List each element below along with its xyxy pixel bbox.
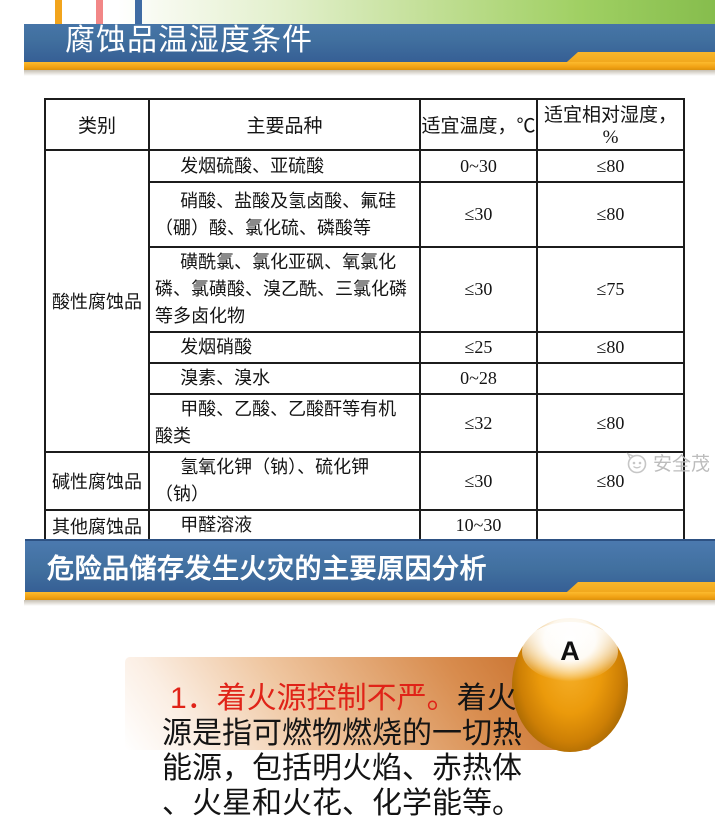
fire-cause-paragraph: 1．着火源控制不严。着火源是指可燃物燃烧的一切热能源，包括明火焰、赤热体、火星和… bbox=[162, 681, 540, 821]
humidity-cell: ≤80 bbox=[536, 331, 685, 364]
col-header-humidity: 适宜相对湿度，% bbox=[536, 98, 685, 151]
temp-cell: 0~28 bbox=[419, 362, 538, 395]
watermark: 安全茂 bbox=[625, 449, 710, 476]
table-row: 磺酰氯、氯化亚砜、氧氯化磷、氯磺酸、溴乙酰、三氯化磷等多卤化物 ≤30 ≤75 bbox=[45, 246, 685, 333]
col-header-category: 类别 bbox=[44, 98, 150, 151]
humidity-cell: ≤80 bbox=[536, 393, 685, 453]
table-row: 其他腐蚀品 甲醛溶液 10~30 bbox=[44, 509, 685, 542]
temp-cell: ≤32 bbox=[419, 393, 538, 453]
temp-cell: 10~30 bbox=[419, 509, 538, 542]
temp-cell: ≤30 bbox=[419, 451, 538, 511]
mascot-face-icon bbox=[626, 452, 647, 473]
header-shadow bbox=[24, 70, 715, 76]
section1-title: 腐蚀品温湿度条件 bbox=[65, 23, 313, 57]
humidity-cell: ≤80 bbox=[536, 149, 685, 183]
category-cell-alkaline: 碱性腐蚀品 bbox=[44, 451, 150, 511]
table-row: 碱性腐蚀品 氢氧化钾（钠）、硫化钾（钠） ≤30 ≤80 bbox=[44, 451, 685, 511]
table-row: 溴素、溴水 0~28 bbox=[45, 362, 685, 395]
section2-header-bar: 危险品储存发生火灾的主要原因分析 bbox=[25, 539, 715, 592]
watermark-label: 安全茂 bbox=[652, 454, 710, 475]
temp-cell: ≤30 bbox=[419, 246, 538, 333]
table-header-row: 类别 主要品种 适宜温度，℃ 适宜相对湿度，% bbox=[44, 98, 685, 151]
col-header-species: 主要品种 bbox=[148, 98, 421, 151]
header-underline-stripe bbox=[25, 592, 715, 600]
species-cell: 氢氧化钾（钠）、硫化钾（钠） bbox=[148, 451, 421, 511]
species-cell: 甲酸、乙酸、乙酸酐等有机酸类 bbox=[148, 393, 421, 453]
accent-tick-pink bbox=[96, 0, 103, 24]
species-cell: 磺酰氯、氯化亚砜、氧氯化磷、氯磺酸、溴乙酰、三氯化磷等多卤化物 bbox=[148, 246, 421, 333]
section2-accent-strip bbox=[0, 0, 715, 24]
humidity-cell bbox=[536, 362, 685, 395]
section2-title: 危险品储存发生火灾的主要原因分析 bbox=[47, 554, 487, 584]
corrosive-conditions-table: 类别 主要品种 适宜温度，℃ 适宜相对湿度，% 酸性腐蚀品 发烟硫酸、亚硫酸 0… bbox=[44, 98, 685, 542]
table-row: 甲酸、乙酸、乙酸酐等有机酸类 ≤32 ≤80 bbox=[45, 393, 685, 453]
humidity-cell: ≤80 bbox=[536, 451, 685, 511]
accent-tick-blue bbox=[135, 0, 142, 24]
humidity-cell: ≤75 bbox=[536, 246, 685, 333]
header-shadow bbox=[24, 600, 715, 606]
col-header-temp: 适宜温度，℃ bbox=[419, 98, 538, 151]
species-cell: 发烟硝酸 bbox=[148, 331, 421, 364]
accent-tick-orange bbox=[55, 0, 62, 24]
badge-sphere: A bbox=[512, 618, 628, 752]
temp-cell: ≤30 bbox=[419, 181, 538, 248]
temp-cell: ≤25 bbox=[419, 331, 538, 364]
table-row: 硝酸、盐酸及氢卤酸、氟硅（硼）酸、氯化硫、磷酸等 ≤30 ≤80 bbox=[45, 181, 685, 248]
category-cell-acid: 酸性腐蚀品 bbox=[44, 149, 150, 453]
table-row: 发烟硝酸 ≤25 ≤80 bbox=[45, 331, 685, 364]
species-cell: 溴素、溴水 bbox=[148, 362, 421, 395]
species-cell: 甲醛溶液 bbox=[148, 509, 421, 542]
badge-letter: A bbox=[560, 636, 580, 666]
table-row: 酸性腐蚀品 发烟硫酸、亚硫酸 0~30 ≤80 bbox=[44, 149, 685, 453]
species-cell: 硝酸、盐酸及氢卤酸、氟硅（硼）酸、氯化硫、磷酸等 bbox=[148, 181, 421, 248]
fire-cause-highlight: 1．着火源控制不严。 bbox=[170, 682, 457, 715]
header-underline-stripe bbox=[24, 62, 715, 70]
temp-cell: 0~30 bbox=[419, 149, 538, 183]
category-cell-other: 其他腐蚀品 bbox=[44, 509, 150, 542]
humidity-cell: ≤80 bbox=[536, 181, 685, 248]
species-cell: 发烟硫酸、亚硫酸 bbox=[148, 149, 421, 183]
humidity-cell bbox=[536, 509, 685, 542]
